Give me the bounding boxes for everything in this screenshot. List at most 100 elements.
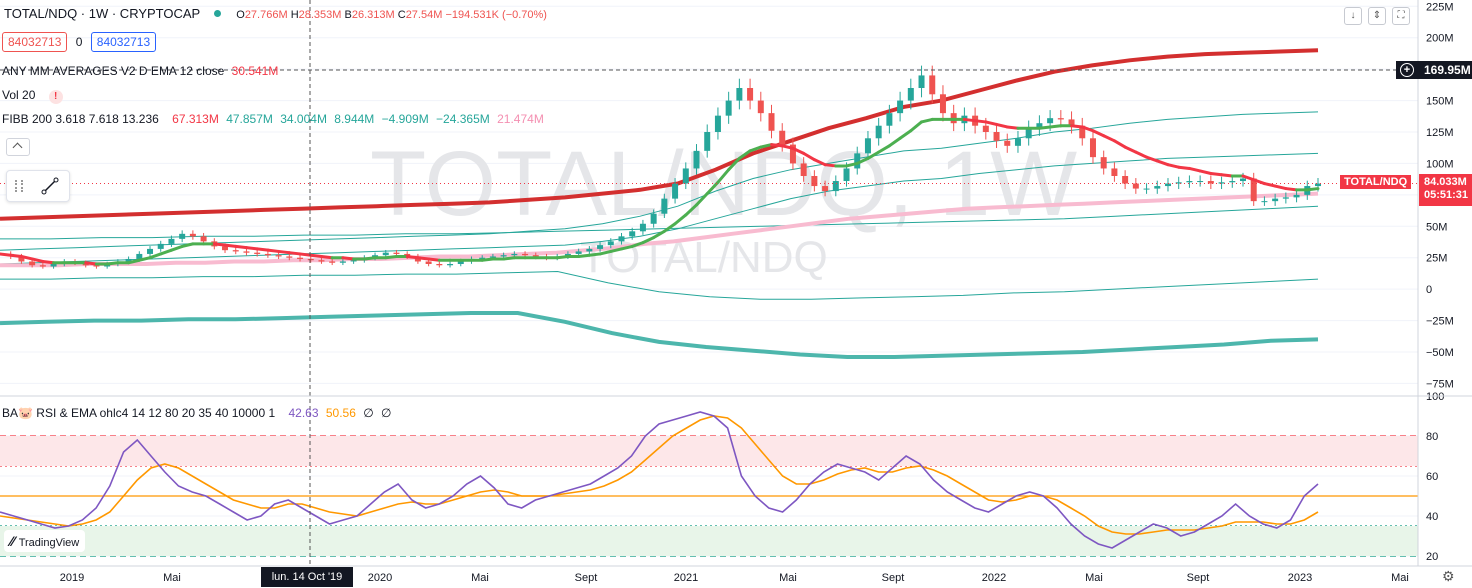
ema12-segment xyxy=(502,256,516,261)
ema12-segment xyxy=(920,117,934,124)
candle xyxy=(747,78,754,110)
ema12-segment xyxy=(1177,165,1191,170)
candle xyxy=(736,78,743,110)
high-label: H xyxy=(290,9,299,21)
buy-button[interactable]: 84032713 xyxy=(90,32,157,52)
candle xyxy=(897,91,904,122)
ema12-segment xyxy=(577,253,591,258)
time-tick-label: Mai xyxy=(163,572,181,584)
series-name-label: TOTAL/NDQ xyxy=(1340,175,1412,189)
ema12-segment xyxy=(1241,174,1256,182)
ema12-segment xyxy=(1048,124,1063,129)
candle xyxy=(1293,189,1300,203)
ema-indicator-legend[interactable]: ANY MM AVERAGES V2 D EMA 12 close 30.541… xyxy=(2,64,278,78)
candle xyxy=(29,259,36,268)
bar-countdown: 05:51:31 xyxy=(1424,189,1469,201)
ema12-segment xyxy=(319,254,334,260)
drawing-toolbar[interactable] xyxy=(6,170,70,202)
last-price-label: 84.033M 05:51:31 xyxy=(1419,174,1472,206)
arrows-up-down-icon[interactable]: ⇕ xyxy=(1368,7,1386,25)
candle xyxy=(650,209,657,228)
fibb-indicator-legend[interactable]: FIBB 200 3.618 7.618 13.236 67.313M 47.8… xyxy=(2,112,544,126)
ema12-segment xyxy=(234,244,248,250)
ema12-segment xyxy=(662,222,677,233)
candle xyxy=(768,104,775,139)
ema12-segment xyxy=(877,144,891,154)
watermark-symbol: TOTAL/NDQ, 1W xyxy=(370,133,1077,235)
drag-handle-icon[interactable] xyxy=(15,180,23,192)
ema12-segment xyxy=(1187,166,1202,173)
price-tick-label: −25M xyxy=(1426,316,1454,328)
price-tick-label: 225M xyxy=(1426,1,1454,13)
ema12-segment xyxy=(1273,184,1288,191)
tradingview-logo[interactable]: ⁄⁄ TradingView xyxy=(4,530,86,552)
rsi-axis[interactable]: 100 80 60 40 20 xyxy=(1426,391,1444,563)
settings-icon[interactable]: ⚙ xyxy=(1442,568,1455,584)
trend-line-icon[interactable] xyxy=(41,177,59,195)
collapse-legend-button[interactable] xyxy=(6,138,30,156)
ema12-segment xyxy=(984,120,999,126)
ema12-segment xyxy=(1198,169,1213,175)
live-dot-icon xyxy=(213,10,221,17)
symbol-title[interactable]: TOTAL/NDQ · 1W · CRYPTOCAP xyxy=(4,6,200,21)
candle xyxy=(929,65,936,104)
ema12-segment xyxy=(1112,139,1127,149)
fullscreen-icon[interactable]: ⛶ xyxy=(1392,7,1410,25)
candle xyxy=(297,255,304,262)
volume-indicator-legend[interactable]: Vol 20 ! xyxy=(2,88,63,104)
candle xyxy=(864,130,871,161)
ema12-segment xyxy=(716,168,731,184)
fibb-value-2: 47.857M xyxy=(226,112,273,126)
candle xyxy=(886,104,893,134)
ema12-segment xyxy=(1305,187,1320,192)
fibb-indicator-name: FIBB 200 3.618 7.618 13.236 xyxy=(2,112,159,126)
volume-indicator-name: Vol 20 xyxy=(2,88,36,102)
ema12-segment xyxy=(384,254,398,260)
ema12-segment xyxy=(362,256,377,261)
ema12-segment xyxy=(0,252,13,257)
candle xyxy=(286,253,293,261)
candle xyxy=(661,193,668,218)
ema12-segment xyxy=(845,161,859,168)
candle xyxy=(714,107,721,140)
candle xyxy=(1175,176,1182,190)
last-price-value: 84.033M xyxy=(1424,176,1467,188)
ema12-segment xyxy=(341,256,356,261)
price-tick-label: 200M xyxy=(1426,33,1454,45)
candle xyxy=(918,65,925,98)
fibb-value-6: −24.365M xyxy=(436,112,490,126)
fib-upper-band xyxy=(0,48,1319,221)
price-tick-label: −75M xyxy=(1426,378,1454,390)
fibb-value-5: −4.909M xyxy=(381,112,429,126)
ema12-segment xyxy=(180,242,195,248)
ema12-segment xyxy=(1091,129,1106,138)
ema12-segment xyxy=(148,252,163,260)
candle xyxy=(1132,178,1139,194)
ema12-segment xyxy=(480,257,495,262)
candle xyxy=(168,235,175,247)
rsi-indicator-legend[interactable]: BA🐷 RSI & EMA ohlc4 14 12 80 20 35 40 10… xyxy=(2,406,391,420)
time-tick-label: 2021 xyxy=(674,572,698,584)
crosshair-date-label: lun. 14 Oct '19 xyxy=(261,567,353,587)
sell-button[interactable]: 84032713 xyxy=(2,32,68,52)
candle xyxy=(725,91,732,124)
price-tick-label: 25M xyxy=(1426,253,1447,265)
add-alert-icon[interactable]: + xyxy=(1400,63,1414,77)
change-value: −194.531K (−0.70%) xyxy=(445,9,547,21)
ema12-segment xyxy=(1037,125,1052,130)
candle xyxy=(672,178,679,204)
arrow-down-icon[interactable]: ↓ xyxy=(1344,7,1362,25)
candle xyxy=(1143,183,1150,194)
ema12-segment xyxy=(159,248,173,256)
ema12-segment xyxy=(705,180,720,196)
warning-icon[interactable]: ! xyxy=(48,90,63,104)
candle xyxy=(1272,193,1279,206)
ema12-segment xyxy=(287,251,302,256)
time-axis[interactable]: 2019 Mai 2020 Mai Sept 2021 Mai Sept 2022 Mai Sept… xyxy=(60,572,1409,584)
candle xyxy=(1229,175,1236,188)
rsi-tick-label: 100 xyxy=(1426,391,1444,403)
tradingview-logo-icon: ⁄⁄ xyxy=(10,533,15,549)
fibb-value-4: 8.944M xyxy=(334,112,375,126)
time-tick-label: 2019 xyxy=(60,572,84,584)
